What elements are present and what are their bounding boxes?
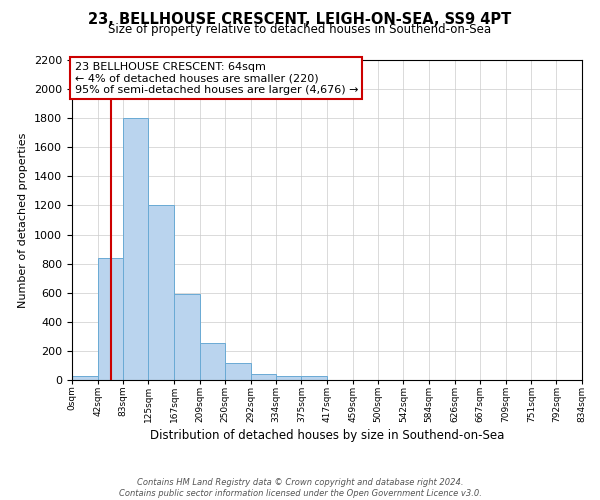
Bar — [225, 362, 251, 380]
Bar — [123, 118, 148, 380]
Text: Size of property relative to detached houses in Southend-on-Sea: Size of property relative to detached ho… — [109, 22, 491, 36]
Text: 23 BELLHOUSE CRESCENT: 64sqm
← 4% of detached houses are smaller (220)
95% of se: 23 BELLHOUSE CRESCENT: 64sqm ← 4% of det… — [74, 62, 358, 95]
Text: Contains HM Land Registry data © Crown copyright and database right 2024.
Contai: Contains HM Land Registry data © Crown c… — [119, 478, 481, 498]
Text: 23, BELLHOUSE CRESCENT, LEIGH-ON-SEA, SS9 4PT: 23, BELLHOUSE CRESCENT, LEIGH-ON-SEA, SS… — [88, 12, 512, 28]
Bar — [72, 376, 98, 380]
Bar — [276, 376, 301, 380]
Y-axis label: Number of detached properties: Number of detached properties — [19, 132, 28, 308]
X-axis label: Distribution of detached houses by size in Southend-on-Sea: Distribution of detached houses by size … — [150, 429, 504, 442]
Bar — [174, 294, 200, 380]
Bar — [301, 376, 327, 380]
Bar — [200, 343, 225, 380]
Bar — [98, 258, 123, 380]
Bar — [251, 374, 276, 380]
Bar — [148, 206, 174, 380]
